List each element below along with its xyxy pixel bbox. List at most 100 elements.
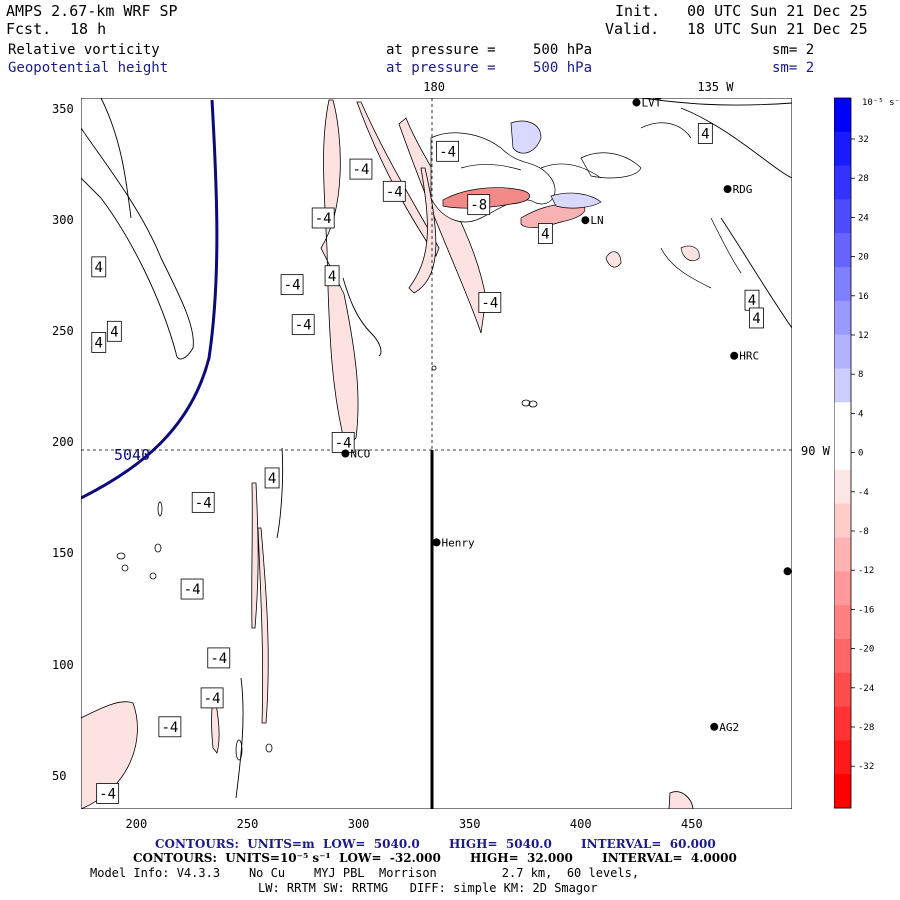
svg-text:-4: -4 [315,211,332,227]
y-tick-label: 250 [52,324,74,339]
valid-time: 18 UTC Sun 21 Dec 25 [687,20,868,38]
forecast-hour: 18 h [70,20,107,38]
colorbar-swatch [834,537,851,572]
svg-text:-4: -4 [161,720,178,736]
field-pressure-value-vorticity: 500 hPa [533,42,593,58]
station-marker [432,538,441,547]
svg-text:-4: -4 [184,582,201,598]
colorbar-swatch [834,638,851,674]
model-info-line-2: LW: RRTM SW: RRTMG DIFF: simple KM: 2D S… [258,881,598,895]
svg-text:-4: -4 [295,318,312,334]
contours-vorticity-info: CONTOURS: UNITS=10⁻⁵ s⁻¹ LOW= -32.000 HI… [133,851,737,865]
colorbar-swatch [834,469,851,505]
colorbar-swatch [834,605,851,640]
field-smoothing-vorticity: sm= 2 [772,42,815,58]
contours-height-info: CONTOURS: UNITS=m LOW= 5040.0 HIGH= 5040… [155,837,716,851]
meridian-label-135w: 135 W [697,80,734,94]
colorbar: 32 28 24 20 16 12 8 4 0 -4 -8 -12 -16 -20 -24 -28 -32 10… [834,97,900,809]
x-tick-label: 450 [681,817,703,831]
field-name-height: Geopotential height [8,60,169,76]
station-label: LN [590,214,603,227]
colorbar-swatches [834,97,852,809]
colorbar-swatch [834,774,851,809]
init-time: 00 UTC Sun 21 Dec 25 [687,2,868,20]
svg-text:-4: -4 [210,651,227,667]
colorbar-label: 20 [858,253,869,263]
station-label: HRC [739,350,759,363]
y-tick-label: 50 [52,768,67,783]
contour-label: -4 [158,716,182,738]
colorbar-swatch [834,165,851,200]
colorbar-label: -16 [858,605,874,615]
svg-text:4: 4 [701,127,709,143]
contour-label: 4 [264,467,280,489]
colorbar-label: -20 [858,645,874,655]
station-label: NCO [350,448,370,461]
field-pressure-label-vorticity: at pressure = [386,42,496,58]
svg-text:4: 4 [110,324,118,340]
colorbar-label: -32 [858,762,874,772]
colorbar-swatch [834,267,851,302]
colorbar-swatch [834,740,851,775]
colorbar-swatch [834,503,851,539]
forecast-label: Fcst. [6,20,52,38]
svg-text:-4: -4 [439,144,456,160]
colorbar-swatch [834,672,851,708]
contour-label: 4 [697,123,713,144]
contour-label: -8 [467,194,491,216]
x-tick-label: 400 [569,817,592,831]
svg-text:-4: -4 [195,495,212,511]
colorbar-label: 24 [858,213,869,223]
station-label: AG2 [719,721,739,734]
svg-text:-4: -4 [204,691,221,707]
station-marker [783,567,792,576]
station-marker [723,185,732,194]
svg-text:4: 4 [95,260,103,276]
station-layer: LVT RDG LN HRC NCO Henry AG2 [341,98,792,734]
x-tick-label: 250 [236,817,259,831]
y-tick-label: 350 [52,102,74,117]
colorbar-label: 28 [858,174,869,184]
height-contour-label: 5040 [114,446,150,464]
colorbar-label: -8 [858,527,869,537]
field-pressure-label-height: at pressure = [386,60,496,76]
colorbar-label: 0 [858,449,863,459]
colorbar-label: -28 [858,723,874,733]
negative-vorticity-shading [81,99,694,809]
colorbar-swatch [834,368,851,403]
contour-label: 4 [324,265,340,287]
colorbar-label: -12 [858,566,874,576]
contour-label: -4 [349,158,373,180]
colorbar-labels: 32 28 24 20 16 12 8 4 0 -4 -8 -12 -16 -20 -24 -28 -32 [851,135,874,772]
station-marker [632,98,641,107]
svg-text:4: 4 [752,311,760,327]
contour-label: -4 [280,274,304,296]
field-pressure-value-height: 500 hPa [533,60,593,76]
contour-label: -4 [200,687,224,709]
parallel-label-90w: 90 W [801,444,830,459]
station-marker [710,722,719,731]
svg-text:-4: -4 [99,786,116,802]
colorbar-swatch [834,233,851,268]
field-name-vorticity: Relative vorticity [8,42,160,58]
x-tick-label: 300 [347,817,370,831]
contour-label: -4 [436,140,460,162]
small-contour-blobs [116,365,538,761]
colorbar-swatch [834,334,851,369]
contour-label: -4 [191,491,215,513]
colorbar-swatch [834,402,851,437]
model-info-line-1: Model Info: V4.3.3 No Cu MYJ PBL Morriso… [90,866,640,880]
colorbar-swatch [834,131,851,167]
colorbar-label: -24 [858,684,874,694]
station-marker [341,449,350,458]
svg-text:4: 4 [268,471,276,487]
station-label: RDG [733,183,753,196]
colorbar-swatch [834,300,851,336]
colorbar-label: 8 [858,370,863,380]
colorbar-unit: 10⁻⁵ s⁻¹ [862,98,900,108]
contour-label: 4 [537,223,553,244]
contour-label: -4 [207,647,231,669]
height-contour-5040 [81,99,219,500]
contour-label: -4 [96,783,120,804]
